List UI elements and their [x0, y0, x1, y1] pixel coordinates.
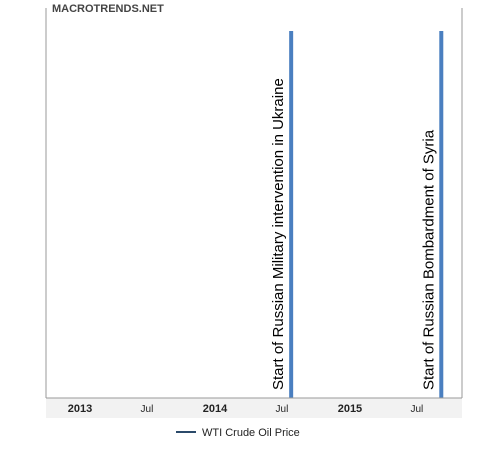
x-tick-label: 2013 [68, 403, 92, 415]
x-tick-label: 2014 [203, 403, 228, 415]
x-tick-label: Jul [276, 404, 289, 415]
annotations: Start of Russian Military intervention i… [270, 31, 444, 398]
plot-frame [45, 8, 463, 398]
annotation-label: Start of Russian Military intervention i… [270, 78, 287, 390]
x-axis-band [46, 398, 462, 418]
x-tick-label: Jul [141, 404, 154, 415]
x-tick-label: Jul [410, 404, 423, 415]
annotation-label: Start of Russian Bombardment of Syria [420, 129, 437, 390]
x-tick-label: 2015 [338, 403, 362, 415]
x-axis: 2013 Jul 2014 Jul 2015 Jul [46, 397, 462, 418]
watermark-label: MACROTRENDS.NET [52, 3, 164, 15]
legend: WTI Crude Oil Price [176, 427, 300, 439]
legend-label: WTI Crude Oil Price [202, 427, 300, 439]
